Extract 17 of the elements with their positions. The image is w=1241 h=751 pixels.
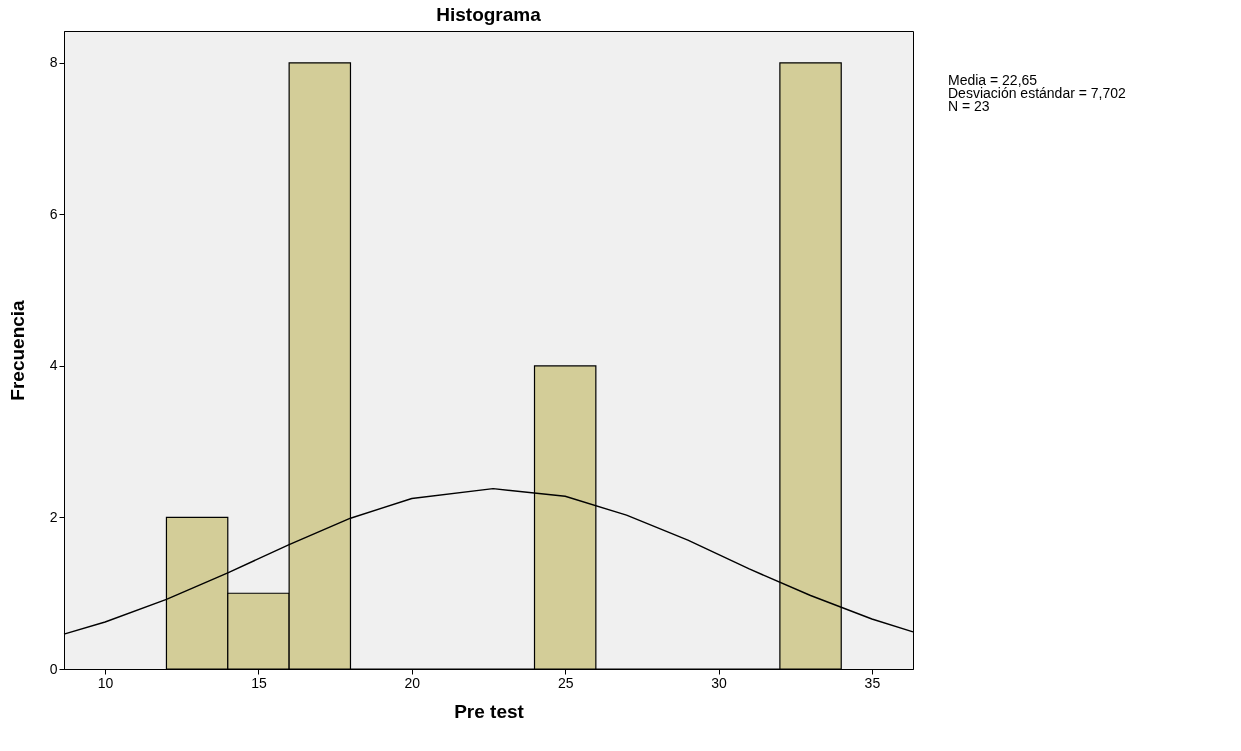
y-axis-title: Frecuencia: [6, 299, 28, 401]
x-tick-label: 25: [557, 674, 574, 691]
text: N = 23: [948, 98, 991, 114]
x-tick-label: 20: [404, 674, 421, 691]
y-tick-label: 2: [49, 508, 58, 525]
x-tick-label: 10: [97, 674, 114, 691]
x-tick-label: 15: [251, 674, 267, 691]
x-tick-label: 30: [711, 674, 728, 691]
x-tick-label: 35: [864, 674, 881, 691]
y-tick-label: 6: [49, 205, 58, 222]
y-tick-label: 4: [49, 357, 58, 374]
text: Desviación estándar = 7,702: [948, 85, 1126, 101]
text: Media = 22,65: [948, 72, 1038, 88]
x-axis-title: Pre test: [454, 700, 525, 722]
chart-title: Histograma: [436, 4, 542, 25]
y-tick-label: 0: [49, 660, 58, 677]
y-tick-label: 8: [49, 54, 58, 71]
